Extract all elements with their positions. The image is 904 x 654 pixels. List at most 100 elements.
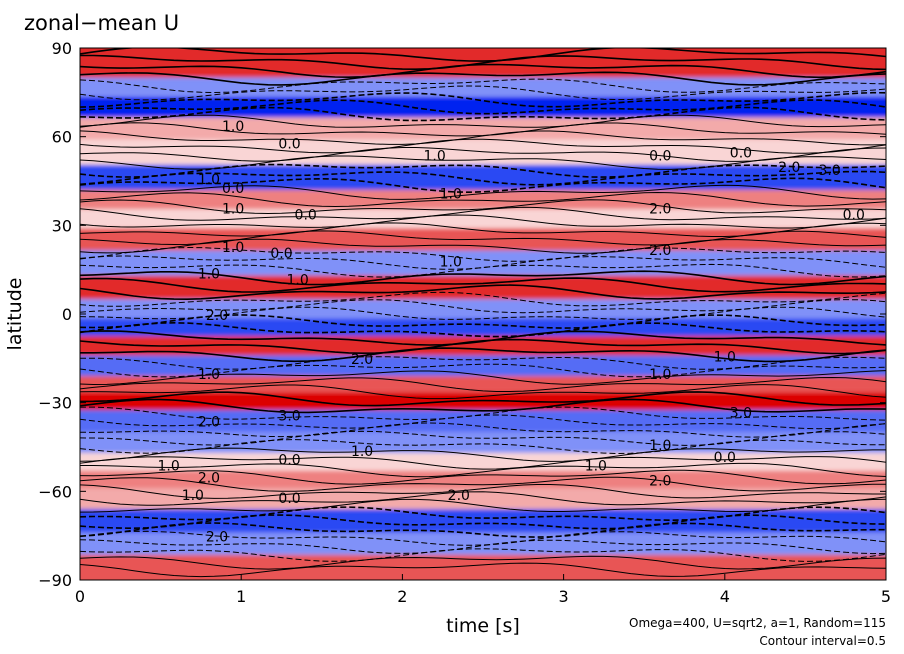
contour-line bbox=[80, 384, 886, 400]
contour-label: 0.0 bbox=[714, 450, 736, 466]
parameters-note: Omega=400, U=sqrt2, a=1, Random=115 bbox=[629, 616, 886, 630]
contour-line bbox=[80, 199, 886, 215]
contour-label: 2.0 bbox=[351, 352, 373, 368]
contour-label: 2.0 bbox=[778, 160, 800, 176]
contour-label: 1.0 bbox=[351, 444, 373, 460]
contour-label: 0.0 bbox=[649, 148, 671, 164]
x-tick-label: 1 bbox=[236, 587, 246, 606]
y-tick-label: 60 bbox=[52, 128, 72, 147]
contour-line bbox=[80, 138, 886, 154]
contour-line bbox=[80, 114, 886, 128]
contour-label: 0.0 bbox=[730, 145, 752, 161]
plot-area: 1.00.01.01.00.01.0 0.01.01.0 0.01.0 1.01.02… bbox=[79, 47, 887, 581]
contour-label: 0.0 bbox=[295, 207, 317, 223]
contour-line bbox=[80, 447, 886, 462]
x-axis: 0 1 2 3 4 5 bbox=[75, 574, 891, 606]
contour-label: 0.0 bbox=[843, 207, 865, 223]
contour-line bbox=[80, 469, 886, 485]
contour-label: 2.0 bbox=[206, 308, 228, 324]
contour-line bbox=[80, 270, 886, 286]
contour-label: 0.0 bbox=[222, 181, 244, 197]
contour-line bbox=[80, 222, 886, 237]
x-tick-label: 2 bbox=[397, 587, 407, 606]
contour-label: 2.0 bbox=[206, 530, 228, 546]
chart-title: zonal−mean U bbox=[24, 11, 179, 35]
contour-line bbox=[80, 230, 886, 246]
contour-label: 1.0 bbox=[585, 459, 607, 475]
contour-label: 3.0 bbox=[730, 405, 752, 421]
contour-line bbox=[80, 376, 886, 392]
contour-line bbox=[80, 347, 886, 363]
y-tick-label: −30 bbox=[38, 394, 72, 413]
contour-label: 2.0 bbox=[649, 243, 671, 259]
band-fill bbox=[80, 410, 886, 433]
contour-line bbox=[80, 338, 886, 355]
y-tick-label: −60 bbox=[38, 482, 72, 501]
contour-line bbox=[80, 130, 886, 146]
band-fill bbox=[80, 299, 886, 319]
band-fill bbox=[80, 250, 886, 276]
contour-line bbox=[80, 48, 886, 62]
contour-line bbox=[80, 462, 886, 478]
contour-line bbox=[80, 456, 886, 470]
contour-label: 0.0 bbox=[270, 246, 292, 262]
contour-label: 1.0 bbox=[649, 438, 671, 454]
contour-label: 0.0 bbox=[278, 453, 300, 469]
contour-label: 1.0 bbox=[198, 367, 220, 383]
band-fill bbox=[80, 336, 886, 356]
contour-label: 1.0 bbox=[158, 459, 180, 475]
x-tick-label: 4 bbox=[720, 587, 730, 606]
contour-label: 1.0 bbox=[222, 119, 244, 135]
contour-label: 1.0 bbox=[222, 202, 244, 218]
contour-label: 3.0 bbox=[278, 408, 300, 424]
contour-line bbox=[80, 54, 886, 71]
contour-label: 1.0 bbox=[222, 240, 244, 256]
y-tick-label: 30 bbox=[52, 216, 72, 235]
contour-interval-note: Contour interval=0.5 bbox=[759, 634, 886, 648]
contour-line bbox=[80, 71, 886, 86]
contour-label: 1.0 bbox=[182, 488, 204, 504]
band-fill bbox=[80, 275, 886, 300]
contour-line bbox=[80, 206, 886, 221]
contour-label: 2.0 bbox=[649, 473, 671, 489]
contour-line bbox=[80, 277, 886, 293]
x-tick-label: 3 bbox=[559, 587, 569, 606]
contour-line bbox=[80, 238, 886, 254]
band-fill bbox=[80, 488, 886, 510]
contour-line bbox=[80, 284, 886, 301]
x-tick-label: 0 bbox=[75, 587, 85, 606]
x-tick-label: 5 bbox=[881, 587, 891, 606]
contour-line bbox=[80, 155, 886, 170]
contour-label: 1.0 bbox=[714, 349, 736, 365]
contour-line bbox=[80, 63, 886, 79]
contour-label: 3.0 bbox=[818, 163, 840, 179]
contour-label: 2.0 bbox=[649, 202, 671, 218]
contour-label: 1.0 bbox=[440, 187, 462, 203]
contour-label: 2.0 bbox=[448, 488, 470, 504]
band-fill bbox=[80, 318, 886, 337]
contour-label: 1.0 bbox=[649, 367, 671, 383]
contour-label: 0.0 bbox=[278, 491, 300, 507]
band-fill bbox=[80, 77, 886, 97]
contour-line bbox=[80, 214, 886, 229]
contour-line bbox=[80, 246, 886, 262]
band-fill bbox=[80, 376, 886, 393]
contour-label: 1.0 bbox=[198, 267, 220, 283]
contour-line bbox=[80, 191, 886, 208]
contour-label: 2.0 bbox=[198, 470, 220, 486]
band-fill bbox=[80, 189, 886, 210]
band-fill bbox=[80, 164, 886, 190]
band-fill bbox=[80, 209, 886, 229]
contour-line bbox=[80, 484, 886, 499]
y-axis-label: latitude bbox=[4, 278, 26, 351]
contour-line bbox=[80, 555, 886, 570]
y-tick-label: 0 bbox=[62, 305, 72, 324]
contour-label: 0.0 bbox=[278, 136, 300, 152]
contour-line bbox=[80, 184, 886, 200]
contour-label: 1.0 bbox=[198, 172, 220, 188]
y-tick-label: −90 bbox=[38, 571, 72, 590]
contour-line bbox=[80, 522, 886, 538]
contour-line bbox=[80, 491, 886, 506]
contour-label: 2.0 bbox=[198, 414, 220, 430]
